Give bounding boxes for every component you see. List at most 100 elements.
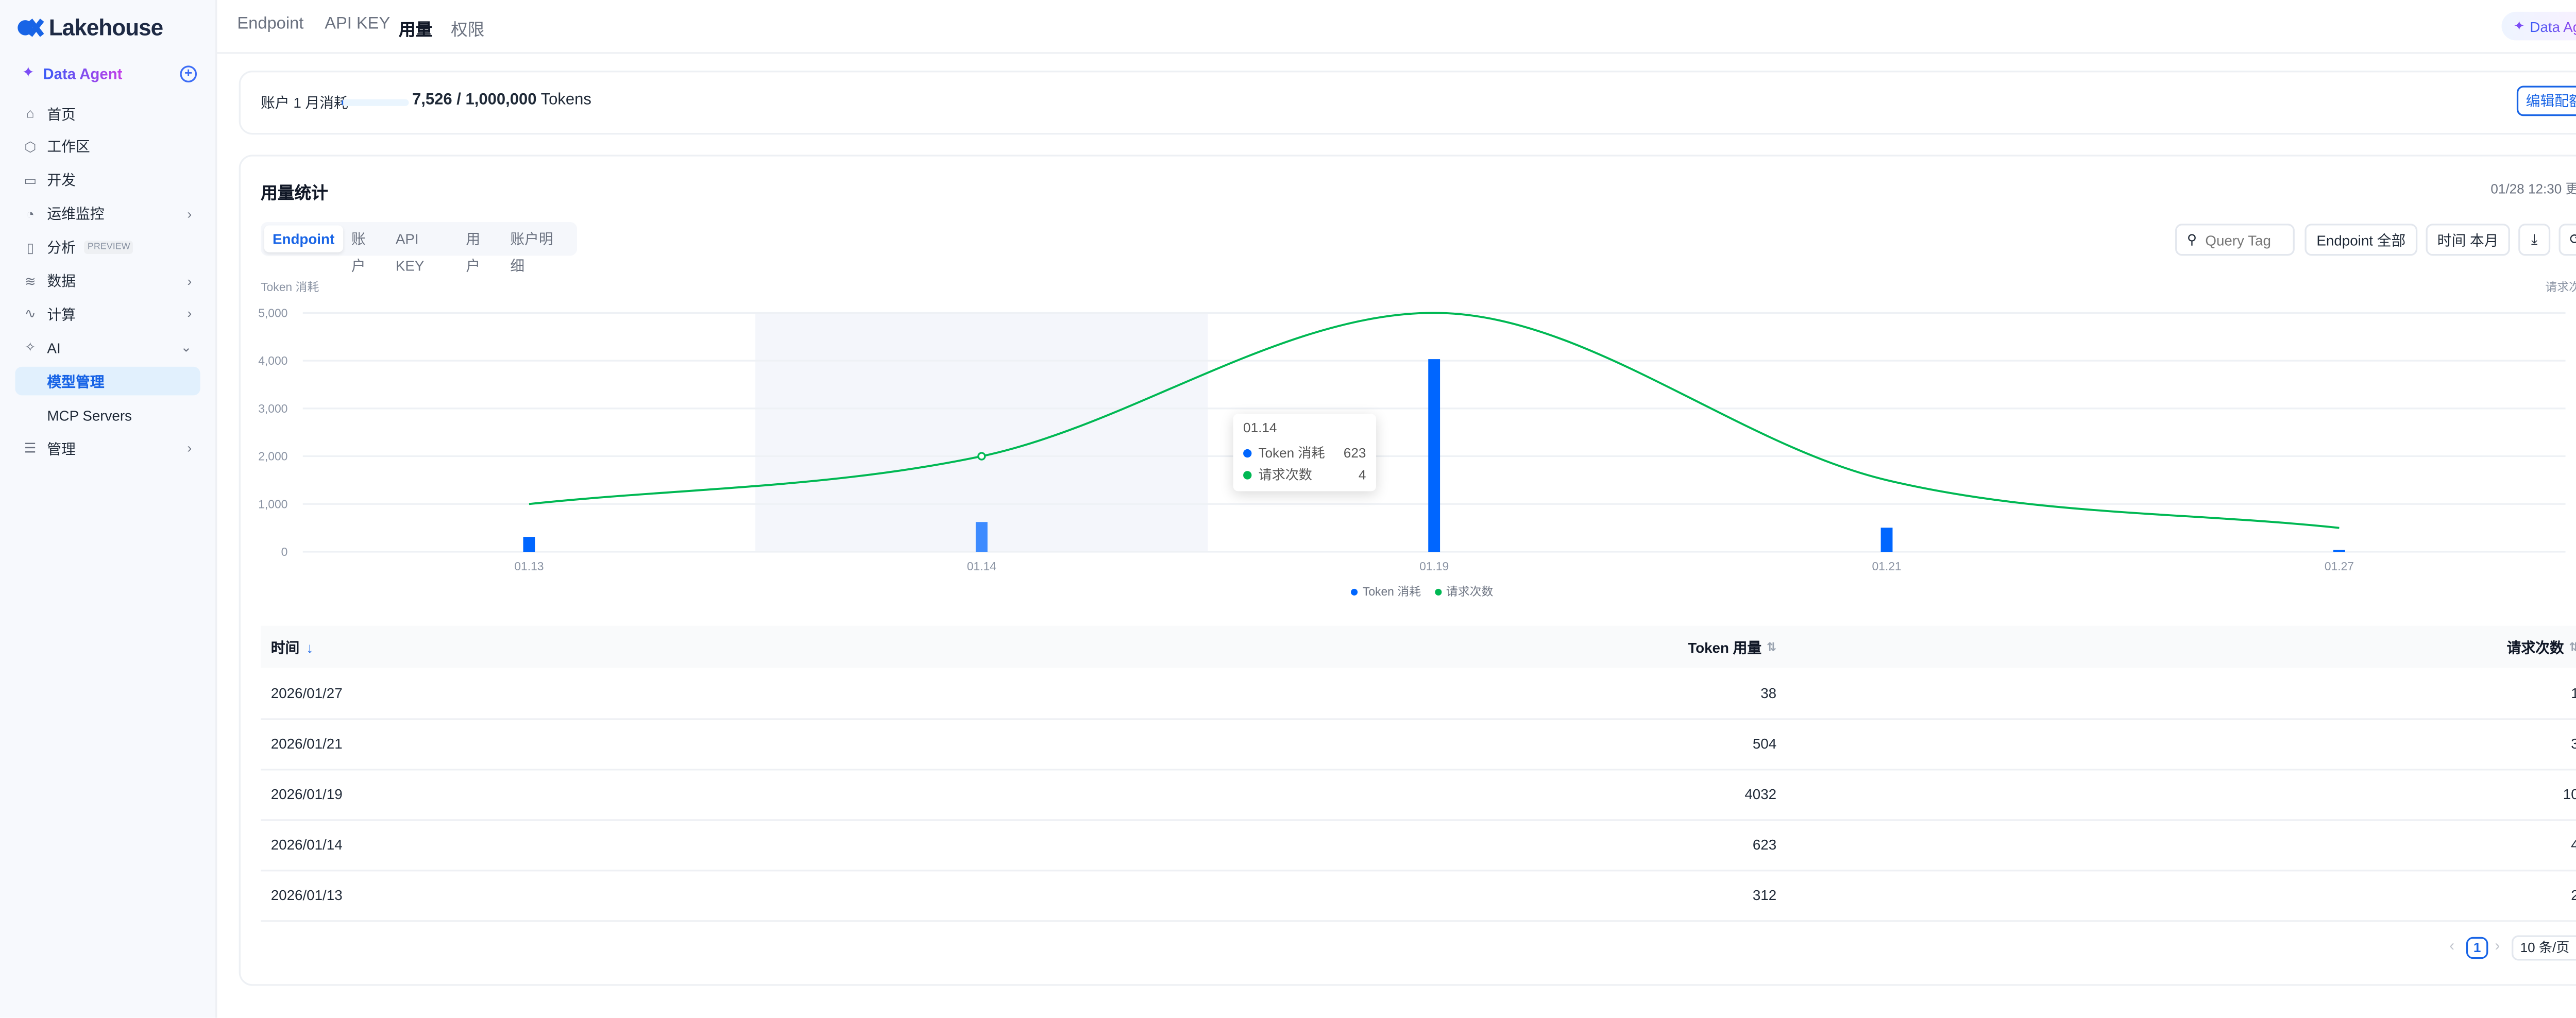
y-axis-left-label: Token 消耗: [261, 282, 319, 295]
tooltip-value: 4: [1358, 467, 1366, 483]
edit-quota-button[interactable]: 编辑配额: [2516, 86, 2576, 116]
highlight-band: [755, 313, 1208, 552]
chevron-right-icon: ›: [187, 206, 192, 222]
usage-title: 用量统计: [261, 185, 328, 204]
chevron-down-icon: ⌄: [180, 340, 192, 355]
page-size-select[interactable]: 10 条/页⌵: [2512, 935, 2576, 961]
download-icon: ⤓: [2531, 230, 2538, 247]
sidebar-item-label: 模型管理: [47, 372, 105, 390]
table-row[interactable]: 2026/01/13 312 2: [261, 870, 2576, 922]
sidebar-item-label: 首页: [47, 105, 76, 122]
chart-tooltip: 01.14 Token 消耗 623 请求次数 4: [1233, 414, 1377, 491]
query-tag-search[interactable]: ⚲: [2175, 224, 2295, 256]
sidebar-data-agent[interactable]: ✦ Data Agent +: [22, 61, 197, 86]
lakehouse-logo-icon: [18, 19, 44, 37]
table-row[interactable]: 2026/01/27 38 1: [261, 668, 2576, 720]
table-cell: 2026/01/19: [270, 785, 343, 803]
sidebar-item[interactable]: ⬡ 工作区: [15, 133, 200, 162]
sidebar-item[interactable]: ✧ AI ⌄: [15, 333, 200, 362]
quota-label: 账户 1 月消耗: [261, 94, 348, 111]
query-tag-input[interactable]: [2201, 229, 2293, 250]
tooltip-row-requests: 请求次数 4: [1243, 464, 1366, 486]
monitor-icon: ◔: [26, 206, 35, 222]
sparkle-icon: ✦: [22, 64, 35, 81]
sidebar-item[interactable]: ▭ 开发: [15, 166, 200, 195]
page-1-button[interactable]: 1: [2466, 937, 2488, 959]
quota-progress-bar: [341, 99, 409, 106]
table-cell: 312: [1752, 886, 1777, 904]
sidebar-item-label: 开发: [47, 172, 76, 189]
table-cell: 38: [1760, 684, 1777, 702]
data-agent-label: Data Agent: [43, 64, 123, 82]
book-icon: ▯: [26, 240, 34, 255]
sort-icon[interactable]: ⇅: [2569, 640, 2576, 654]
server-icon: ☰: [24, 440, 37, 456]
sidebar-item[interactable]: ⌂ 首页: [15, 99, 200, 128]
add-circle-icon[interactable]: +: [180, 64, 197, 82]
logo[interactable]: Lakehouse: [17, 15, 163, 40]
sidebar-item[interactable]: 模型管理: [15, 367, 200, 396]
tooltip-row-token: Token 消耗 623: [1243, 443, 1366, 464]
quota-card: [239, 71, 2576, 135]
usage-tab[interactable]: Endpoint: [264, 225, 343, 252]
column-header-token[interactable]: Token 用量 ⇅: [1688, 626, 1776, 668]
usage-tab[interactable]: API KEY: [395, 230, 425, 275]
sort-desc-icon[interactable]: ↓: [306, 638, 314, 655]
top-tab[interactable]: 用量: [398, 22, 433, 41]
legend-item-token[interactable]: Token 消耗: [1351, 584, 1421, 601]
table-row[interactable]: 2026/01/19 4032 10: [261, 769, 2576, 821]
usage-tab[interactable]: 账户明细: [510, 230, 553, 275]
prev-page-button[interactable]: ‹: [2449, 937, 2455, 954]
quota-value-number: 7,526 / 1,000,000: [412, 91, 537, 110]
usage-tab[interactable]: 用户: [466, 230, 481, 275]
y-tick-left: 3,000: [258, 402, 287, 415]
request-dot-icon: [1243, 471, 1252, 480]
sidebar-item-label: AI: [47, 339, 61, 357]
sort-icon[interactable]: ⇅: [1766, 641, 1777, 654]
x-tick-label: 01.14: [967, 559, 996, 573]
bar-token: [1428, 359, 1440, 552]
sidebar-item[interactable]: ≋ 数据 ›: [15, 267, 200, 296]
table-cell: 4032: [1744, 785, 1777, 803]
sidebar-item[interactable]: ◔ 运维监控 ›: [15, 200, 200, 229]
sidebar-item-label: MCP Servers: [47, 406, 132, 423]
column-header-requests[interactable]: 请求次数 ⇅: [2507, 626, 2576, 668]
sidebar-item[interactable]: ☰ 管理 ›: [15, 434, 200, 463]
legend-dot-icon: [1351, 588, 1358, 596]
refresh-icon: ⟳: [2570, 230, 2576, 249]
sidebar-item[interactable]: ▯ 分析 PREVIEW: [15, 233, 200, 262]
top-tab[interactable]: 权限: [451, 22, 485, 41]
table-cell: 2026/01/13: [270, 886, 343, 904]
sidebar-item[interactable]: ∿ 计算 ›: [15, 300, 200, 329]
pulse-icon: ∿: [24, 307, 36, 322]
search-icon: ⚲: [2187, 232, 2197, 247]
table-cell: 2026/01/14: [270, 836, 343, 853]
top-tab[interactable]: Endpoint: [237, 15, 304, 34]
line-point-highlight: [977, 452, 986, 461]
sidebar-item-label: 管理: [47, 439, 76, 457]
table-row[interactable]: 2026/01/14 623 4: [261, 819, 2576, 872]
token-dot-icon: [1243, 449, 1252, 458]
download-button[interactable]: ⤓: [2518, 224, 2551, 256]
next-page-button[interactable]: ›: [2495, 937, 2500, 954]
x-tick-label: 01.27: [2325, 559, 2354, 573]
table-cell: 623: [1752, 836, 1777, 853]
column-header-time[interactable]: 时间 ↓: [271, 626, 313, 668]
time-filter-button[interactable]: 时间 本月: [2426, 224, 2510, 256]
top-tab[interactable]: API KEY: [325, 15, 391, 34]
sidebar-item[interactable]: MCP Servers: [15, 400, 200, 429]
table-row[interactable]: 2026/01/21 504 3: [261, 718, 2576, 771]
chevron-right-icon: ›: [187, 307, 192, 322]
usage-card: [239, 155, 2576, 986]
refresh-button[interactable]: ⟳: [2558, 224, 2576, 256]
endpoint-filter-button[interactable]: Endpoint 全部: [2304, 224, 2418, 256]
line-requests: [529, 312, 2340, 529]
data-agent-button-label: Data Agent: [2530, 18, 2576, 35]
usage-tab[interactable]: 账户: [351, 230, 366, 275]
bar-token: [975, 522, 988, 552]
legend-item-requests[interactable]: 请求次数: [1434, 584, 1493, 601]
endpoint-filter-label: Endpoint 全部: [2316, 231, 2406, 248]
data-agent-button[interactable]: ✦ Data Agent: [2501, 11, 2576, 41]
chevron-right-icon: ›: [187, 273, 192, 289]
y-tick-left: 0: [281, 545, 288, 558]
